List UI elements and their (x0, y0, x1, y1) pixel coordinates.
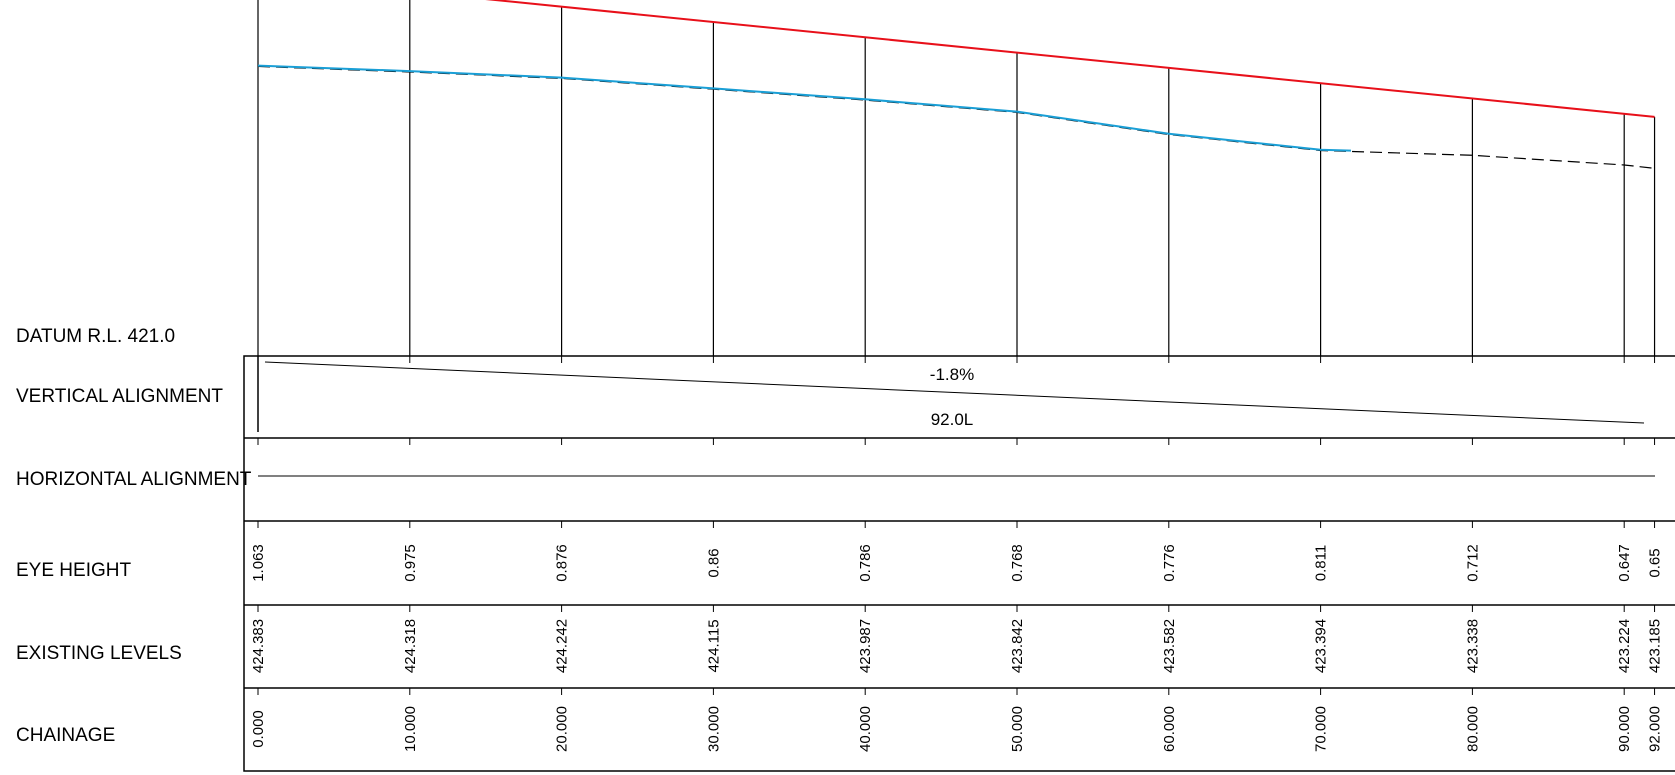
chainage-value: 80.000 (1464, 706, 1481, 752)
eye-height-value: 0.647 (1616, 544, 1633, 582)
existing-level-value: 423.224 (1616, 619, 1633, 673)
existing-level-value: 423.338 (1464, 619, 1481, 673)
chainage-value: 60.000 (1161, 706, 1178, 752)
existing-surface-line (257, 65, 1655, 169)
eye-height-label: EYE HEIGHT (16, 560, 131, 581)
chainage-value: 10.000 (402, 706, 419, 752)
existing-level-value: 423.185 (1647, 619, 1664, 673)
grade-percent: -1.8% (930, 365, 974, 384)
datum-label: DATUM R.L. 421.0 (16, 326, 175, 347)
eye-height-value: 0.811 (1313, 545, 1330, 581)
eye-height-value: 0.768 (1009, 544, 1026, 582)
eye-height-value: 1.063 (250, 544, 267, 582)
data-band-frame (243, 355, 1675, 772)
existing-level-value: 423.394 (1313, 619, 1330, 673)
chainage-value: 92.000 (1647, 706, 1664, 752)
chainage-value: 20.000 (554, 706, 571, 752)
eye-height-value: 0.876 (554, 544, 571, 582)
existing-level-value: 424.318 (402, 619, 419, 673)
vertical-alignment-label: VERTICAL ALIGNMENT (16, 386, 223, 407)
chainage-label: CHAINAGE (16, 725, 115, 746)
chainage-value: 90.000 (1616, 706, 1633, 752)
eye-height-value: 0.712 (1464, 544, 1481, 582)
chainage-value: 40.000 (857, 706, 874, 752)
chainage-value: 30.000 (705, 706, 722, 752)
existing-level-value: 423.582 (1161, 619, 1178, 673)
existing-level-value: 424.383 (250, 619, 267, 673)
eye-height-value: 0.776 (1161, 544, 1178, 582)
surveyed-surface-line (257, 64, 1351, 152)
design-grade-line (485, 0, 1655, 118)
chainage-value: 50.000 (1009, 706, 1026, 752)
grade-line (264, 361, 1645, 424)
chainage-value: 70.000 (1313, 706, 1330, 752)
eye-height-value: 0.975 (402, 544, 419, 582)
existing-level-value: 423.842 (1009, 619, 1026, 673)
grade-length: 92.0L (931, 410, 974, 429)
chainage-value: 0.000 (250, 710, 267, 748)
existing-levels-label: EXISTING LEVELS (16, 643, 182, 664)
existing-level-value: 424.115 (705, 619, 722, 672)
eye-height-value: 0.786 (857, 544, 874, 582)
eye-height-value: 0.65 (1647, 548, 1664, 577)
horizontal-alignment-label: HORIZONTAL ALIGNMENT (16, 469, 252, 490)
eye-height-value: 0.86 (705, 548, 722, 577)
existing-level-value: 424.242 (554, 619, 571, 673)
existing-level-value: 423.987 (857, 619, 874, 673)
